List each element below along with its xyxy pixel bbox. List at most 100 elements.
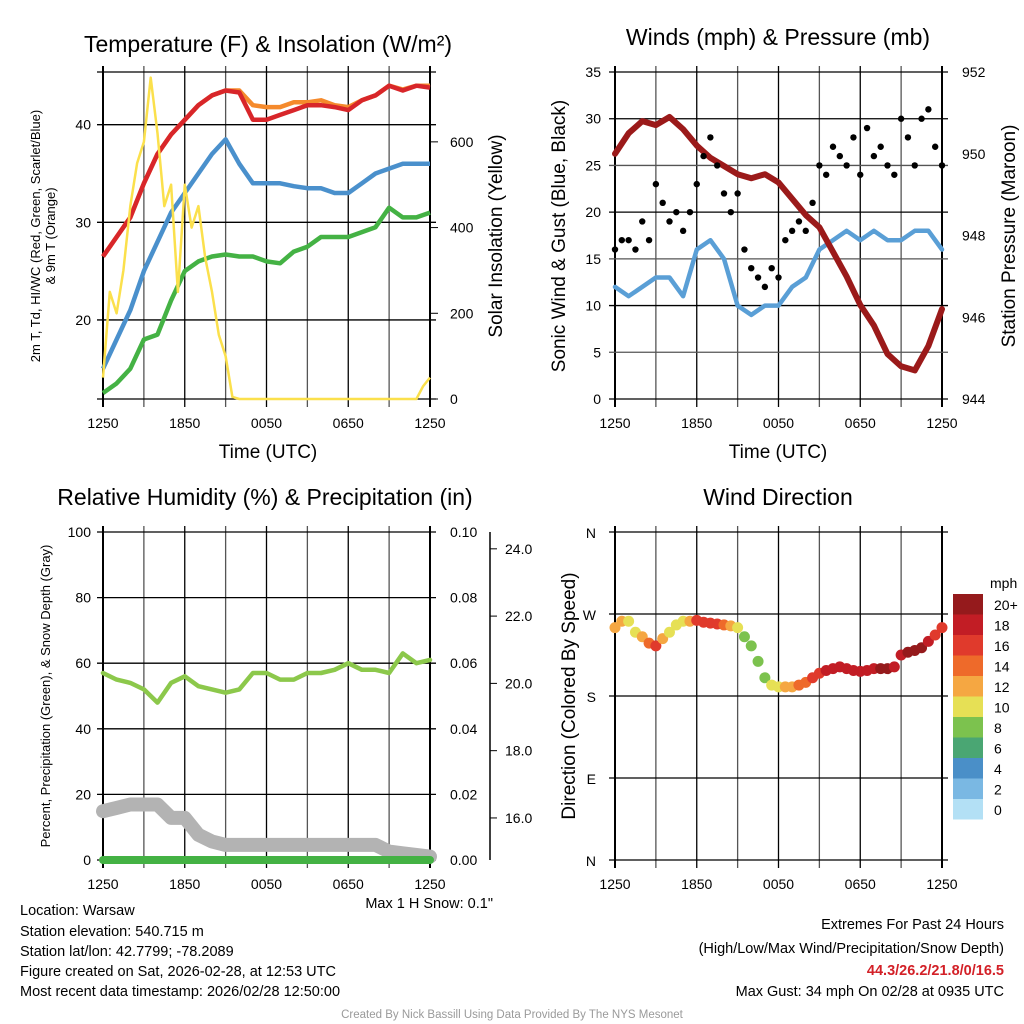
series-line-station-pressure bbox=[612, 114, 945, 374]
max-gust-text: Max Gust: 34 mph On 02/28 at 0935 UTC bbox=[736, 984, 1004, 1000]
gust-point bbox=[734, 190, 741, 197]
direction-point bbox=[929, 629, 941, 641]
y2-tick-label: 0.02 bbox=[450, 786, 477, 802]
series-line-2m-t bbox=[101, 83, 431, 258]
gust-point bbox=[768, 265, 775, 272]
gust-point bbox=[720, 190, 728, 197]
y-axis-label: 2m T, Td, HI/WC (Red, Green, Scarlet/Blu… bbox=[28, 110, 58, 362]
chart-title: Temperature (F) & Insolation (W/m²) bbox=[84, 31, 452, 57]
x-tick-label: 1250 bbox=[87, 415, 118, 431]
gust-point bbox=[761, 283, 769, 291]
y-tick-label: E bbox=[587, 771, 596, 787]
gust-point bbox=[666, 218, 673, 225]
legend-swatch bbox=[953, 799, 983, 820]
legend-swatch bbox=[953, 655, 983, 676]
y-tick-label: 35 bbox=[585, 64, 601, 80]
y-tick-label: 40 bbox=[75, 721, 91, 737]
y-axis-label: Sonic Wind & Gust (Blue, Black) bbox=[549, 100, 570, 372]
extremes-description: (High/Low/Max Wind/Precipitation/Snow De… bbox=[699, 941, 1004, 957]
gust-point bbox=[938, 162, 946, 169]
legend-swatch bbox=[953, 737, 983, 758]
x-tick-label: 1250 bbox=[599, 415, 630, 431]
legend-title: mph bbox=[990, 575, 1017, 591]
direction-point bbox=[664, 626, 675, 638]
x-tick-label: 0050 bbox=[763, 415, 794, 431]
gust-point bbox=[632, 246, 639, 253]
x-tick-label: 0050 bbox=[251, 415, 282, 431]
gust-point bbox=[775, 274, 782, 281]
y-tick-label: 20 bbox=[75, 312, 91, 328]
y-tick-label: S bbox=[587, 689, 596, 705]
y2-tick-label: 0 bbox=[450, 391, 458, 407]
x-tick-label: 0650 bbox=[333, 415, 364, 431]
gust-point bbox=[707, 134, 714, 141]
y3-tick-label: 18.0 bbox=[505, 743, 532, 759]
legend-label: 12 bbox=[994, 679, 1010, 695]
legend-swatch bbox=[953, 758, 983, 779]
recent-data-text: Most recent data timestamp: 2026/02/28 1… bbox=[20, 984, 340, 1000]
gust-point bbox=[795, 218, 803, 225]
direction-point bbox=[732, 622, 744, 634]
y3-tick-label: 16.0 bbox=[505, 810, 532, 826]
x-tick-label: 0650 bbox=[333, 876, 364, 892]
legend-swatch bbox=[953, 594, 983, 615]
gust-point bbox=[931, 143, 939, 150]
y2-tick-label: 952 bbox=[962, 64, 986, 80]
x-tick-label: 1250 bbox=[926, 876, 957, 892]
legend-label: 2 bbox=[994, 782, 1002, 798]
y2-tick-label: 0.04 bbox=[450, 721, 477, 737]
credit-text: Created By Nick Bassill Using Data Provi… bbox=[341, 1009, 684, 1021]
direction-point bbox=[738, 631, 750, 643]
gust-point bbox=[829, 143, 837, 150]
gust-point bbox=[611, 246, 619, 253]
gust-point bbox=[802, 227, 809, 235]
y2-tick-label: 950 bbox=[962, 146, 986, 162]
panel-1: Temperature (F) & Insolation (W/m²) 1250 1… bbox=[28, 31, 507, 463]
x-axis-label: Time (UTC) bbox=[729, 442, 828, 463]
x-tick-label: 1250 bbox=[414, 415, 445, 431]
y2-tick-label: 946 bbox=[962, 309, 986, 325]
x-tick-label: 1850 bbox=[681, 876, 712, 892]
gust-point bbox=[727, 208, 735, 216]
x-axis-label: Time (UTC) bbox=[219, 442, 318, 463]
gust-point bbox=[652, 180, 660, 188]
y-tick-label: N bbox=[586, 853, 596, 869]
legend-label: 16 bbox=[994, 638, 1010, 654]
gust-point bbox=[625, 236, 632, 244]
y3-tick-label: 22.0 bbox=[505, 608, 532, 624]
gust-point bbox=[904, 134, 912, 141]
y-tick-label: 30 bbox=[585, 111, 601, 127]
gust-point bbox=[857, 171, 864, 178]
gust-point bbox=[836, 152, 844, 160]
created-text: Figure created on Sat, 2026-02-28, at 12… bbox=[20, 964, 336, 980]
y2-axis-label: Solar Insolation (Yellow) bbox=[486, 134, 507, 337]
legend-swatch bbox=[953, 614, 983, 635]
legend-label: 8 bbox=[994, 720, 1002, 736]
series-line-relative-humidity bbox=[100, 651, 433, 705]
y2-axis-label: Station Pressure (Maroon) bbox=[999, 125, 1020, 348]
gust-point bbox=[679, 227, 687, 235]
y2-tick-label: 948 bbox=[962, 228, 986, 244]
x-tick-label: 1250 bbox=[414, 876, 445, 892]
y-tick-label: 20 bbox=[75, 786, 91, 802]
x-tick-label: 0650 bbox=[845, 876, 876, 892]
legend-label: 10 bbox=[994, 700, 1010, 716]
max-snow-text: Max 1 H Snow: 0.1" bbox=[365, 896, 493, 912]
panel-2: Winds (mph) & Pressure (mb) 1250 1850 0050 0… bbox=[549, 24, 1020, 463]
y-tick-label: 40 bbox=[75, 117, 91, 133]
direction-point bbox=[650, 640, 662, 652]
y2-tick-label: 600 bbox=[450, 134, 474, 150]
x-tick-label: 1250 bbox=[87, 876, 118, 892]
x-tick-label: 1250 bbox=[599, 876, 630, 892]
x-tick-label: 1850 bbox=[681, 415, 712, 431]
direction-point bbox=[752, 655, 764, 667]
chart-title: Winds (mph) & Pressure (mb) bbox=[626, 24, 930, 50]
gust-point bbox=[748, 265, 755, 272]
gust-point bbox=[788, 227, 796, 235]
gust-point bbox=[816, 162, 823, 169]
direction-point bbox=[623, 615, 635, 627]
gust-point bbox=[863, 124, 871, 132]
gust-point bbox=[639, 218, 646, 225]
y2-tick-label: 0.10 bbox=[450, 524, 477, 540]
